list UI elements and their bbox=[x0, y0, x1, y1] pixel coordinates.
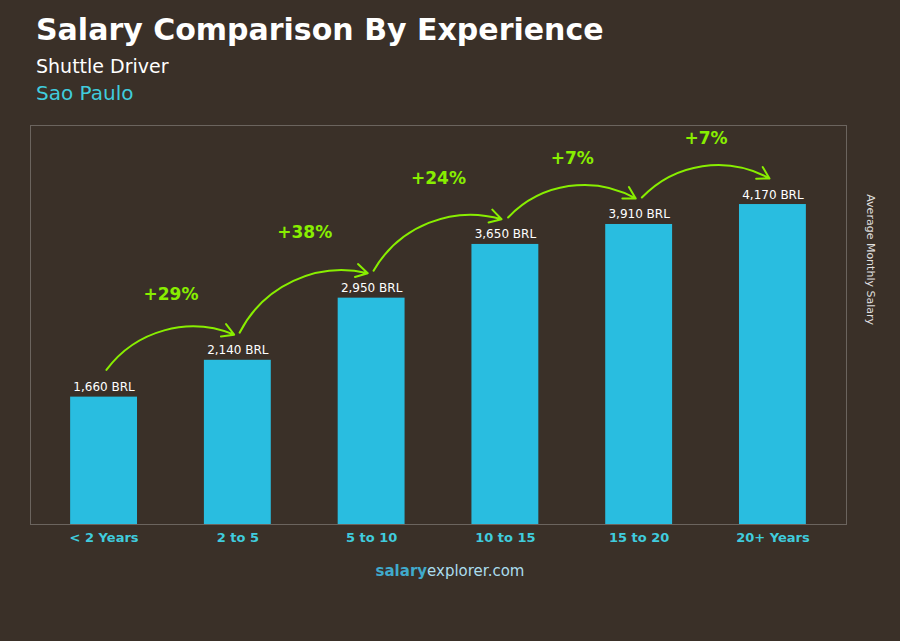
svg-text:3,910 BRL: 3,910 BRL bbox=[608, 207, 670, 221]
svg-text:< 2 Years: < 2 Years bbox=[70, 530, 139, 545]
svg-text:10 to 15: 10 to 15 bbox=[475, 530, 535, 545]
svg-text:2,140 BRL: 2,140 BRL bbox=[207, 343, 269, 357]
svg-text:2,950 BRL: 2,950 BRL bbox=[341, 281, 403, 295]
svg-text:1,660 BRL: 1,660 BRL bbox=[73, 380, 135, 394]
svg-text:+38%: +38% bbox=[277, 222, 332, 242]
svg-text:2 to 5: 2 to 5 bbox=[217, 530, 259, 545]
html-text:Salary Comparison By Experienc: Salary Comparison By Experience bbox=[36, 12, 604, 47]
html-text:Sao Paulo: Sao Paulo bbox=[36, 81, 134, 105]
svg-text:5 to 10: 5 to 10 bbox=[346, 530, 397, 545]
svg-text:+7%: +7% bbox=[684, 128, 727, 148]
svg-text:+29%: +29% bbox=[143, 284, 198, 304]
html-text:Shuttle Driver: Shuttle Driver bbox=[36, 55, 169, 77]
svg-text:Average Monthly Salary: Average Monthly Salary bbox=[864, 194, 877, 325]
svg-text:4,170 BRL: 4,170 BRL bbox=[742, 188, 804, 202]
svg-text:+24%: +24% bbox=[411, 168, 466, 188]
html-text:salary explorer.com: salary explorer.com bbox=[375, 562, 525, 580]
svg-text:3,650 BRL: 3,650 BRL bbox=[475, 227, 537, 241]
svg-text:15 to 20: 15 to 20 bbox=[609, 530, 669, 545]
svg-text:+7%: +7% bbox=[551, 148, 594, 168]
svg-text:20+ Years: 20+ Years bbox=[736, 530, 810, 545]
